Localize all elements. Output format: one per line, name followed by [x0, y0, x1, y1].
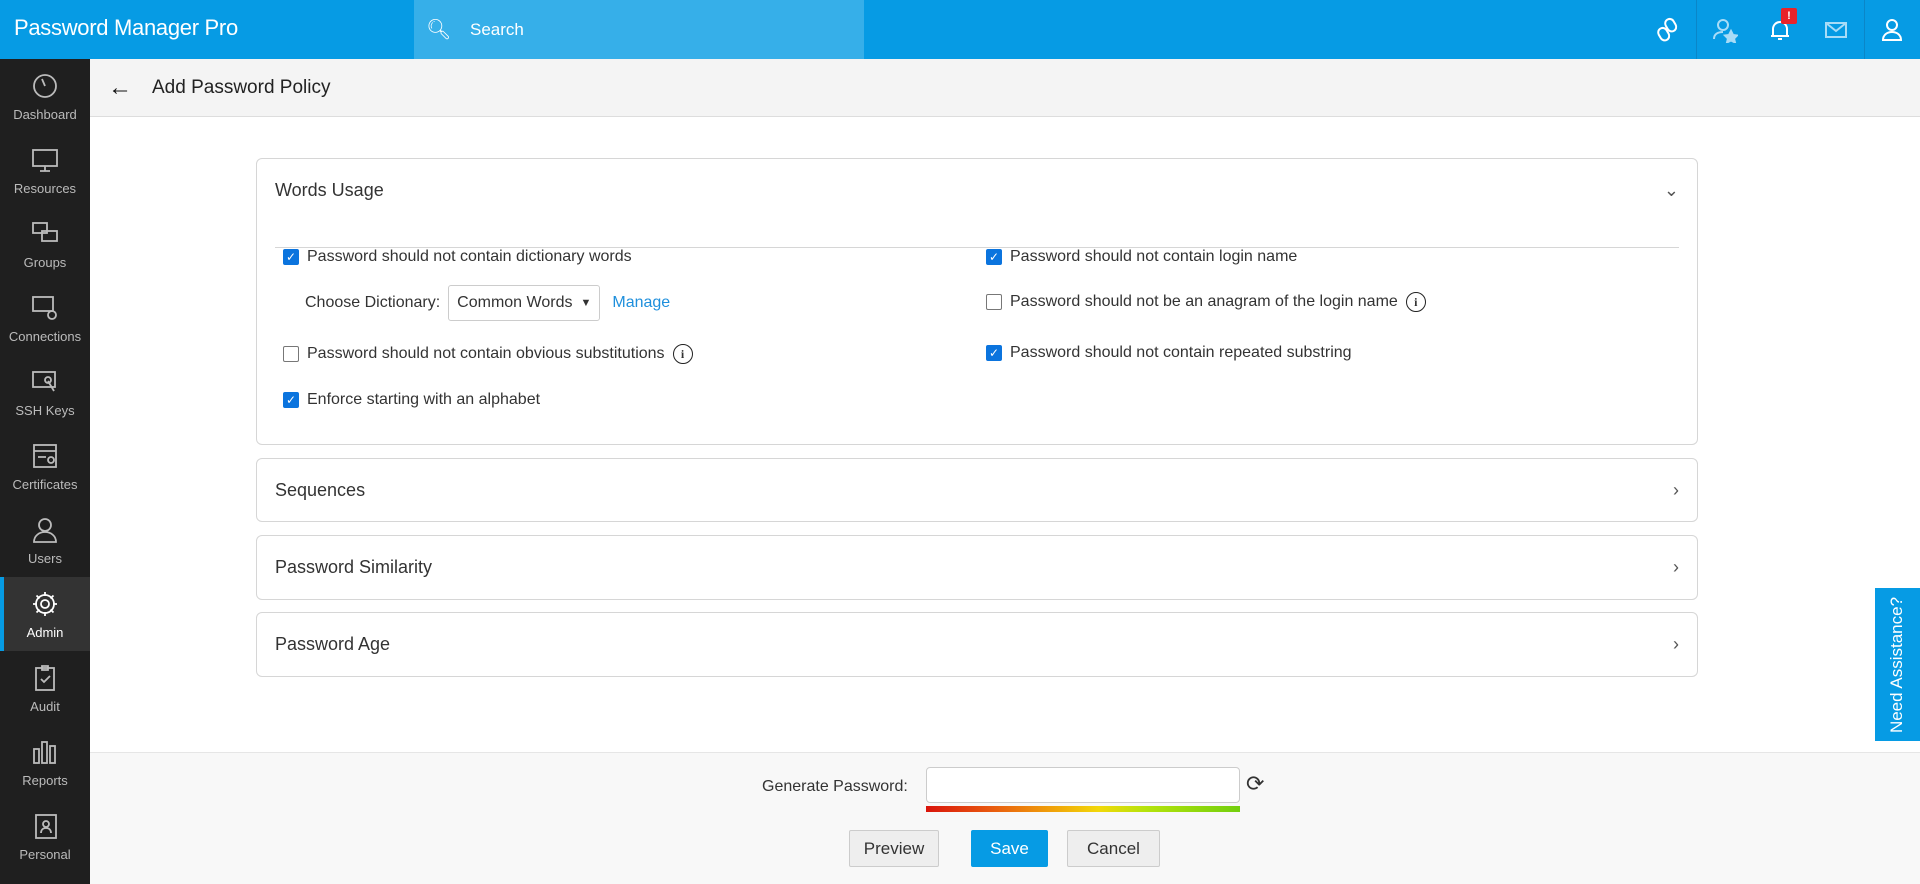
option-label: Enforce starting with an alphabet [307, 391, 541, 408]
sidebar-item-reports[interactable]: Reports [0, 725, 90, 799]
sidebar-item-label: Users [28, 550, 62, 566]
manage-link[interactable]: Manage [612, 294, 671, 311]
option-label: Password should not contain dictionary w… [307, 248, 632, 265]
search-bar[interactable]: 🔍︎ [414, 0, 864, 59]
divider [275, 247, 1679, 248]
password-age-section[interactable]: Password Age › [256, 612, 1698, 677]
section-title: Sequences [275, 479, 366, 500]
user-star-icon[interactable] [1696, 0, 1752, 59]
sidebar-item-label: Groups [23, 254, 67, 270]
sidebar-item-label: Connections [8, 328, 82, 344]
login-name-option[interactable]: ✓ Password should not contain login name [986, 248, 1297, 266]
password-similarity-section[interactable]: Password Similarity › [256, 535, 1698, 600]
dict-words-checkbox[interactable]: ✓ [283, 249, 299, 265]
sidebar-item-personal[interactable]: Personal [0, 799, 90, 873]
repeated-option[interactable]: ✓ Password should not contain repeated su… [986, 344, 1352, 362]
substitutions-option[interactable]: Password should not contain obvious subs… [283, 344, 693, 364]
generate-password-input[interactable] [926, 767, 1240, 803]
sidebar-item-certificates[interactable]: Certificates [0, 429, 90, 503]
sequences-section[interactable]: Sequences › [256, 458, 1698, 522]
info-icon[interactable]: i [1405, 292, 1426, 312]
sidebar-item-label: Audit [30, 698, 60, 714]
contact-icon [35, 813, 57, 839]
sidebar-item-label: SSH Keys [15, 402, 75, 418]
repeated-checkbox[interactable]: ✓ [986, 345, 1002, 361]
chevron-right-icon[interactable]: › [1673, 479, 1679, 500]
choose-dictionary-row: Choose Dictionary: Common Words ▼ Manage [305, 285, 670, 321]
option-label: Password should not contain obvious subs… [307, 345, 665, 362]
sidebar-item-label: Admin [26, 624, 64, 640]
sidebar-item-label: Resources [13, 180, 77, 196]
section-title: Password Age [275, 633, 391, 654]
sidebar-item-admin[interactable]: Admin [0, 577, 90, 651]
anagram-option[interactable]: Password should not be an anagram of the… [986, 292, 1426, 312]
sidebar-item-ssh-keys[interactable]: SSH Keys [0, 355, 90, 429]
option-label: Password should not contain repeated sub… [1010, 344, 1352, 361]
page-title: Add Password Policy [152, 76, 331, 98]
option-label: Password should not contain login name [1010, 248, 1298, 265]
connections-icon [32, 295, 57, 320]
substitutions-checkbox[interactable] [283, 346, 299, 362]
section-title: Password Similarity [275, 556, 433, 577]
alphabet-checkbox[interactable]: ✓ [283, 392, 299, 408]
user-icon [33, 517, 57, 543]
sidebar-item-users[interactable]: Users [0, 503, 90, 577]
dictionary-value: Common Words [457, 294, 573, 311]
mail-icon[interactable] [1808, 0, 1864, 59]
alphabet-option[interactable]: ✓ Enforce starting with an alphabet [283, 391, 540, 409]
generate-password-label: Generate Password: [762, 778, 908, 795]
words-usage-section: Words Usage ⌄ ✓ Password should not contai… [256, 158, 1698, 445]
page-header: ← Add Password Policy [90, 59, 1920, 117]
sidebar: Dashboard Resources Groups Connections SSH K… [0, 59, 90, 884]
cancel-button[interactable]: Cancel [1067, 830, 1160, 867]
user-icon[interactable] [1864, 0, 1920, 59]
dashboard-icon [33, 73, 57, 98]
chevron-down-icon[interactable]: ⌄ [1663, 179, 1679, 200]
bar-chart-icon [33, 740, 56, 764]
need-assistance-tab[interactable]: Need Assistance? [1875, 588, 1920, 741]
monitor-icon [32, 148, 58, 172]
certificate-icon [33, 443, 57, 468]
sidebar-item-label: Reports [22, 772, 68, 788]
sidebar-item-dashboard[interactable]: Dashboard [0, 59, 90, 133]
dictionary-select[interactable]: Common Words ▼ [448, 285, 601, 321]
search-input[interactable] [470, 19, 691, 40]
chevron-right-icon[interactable]: › [1673, 633, 1679, 654]
generate-key-icon[interactable]: ⟳ [1246, 771, 1265, 796]
info-icon[interactable]: i [672, 344, 693, 364]
ssh-key-icon [32, 370, 56, 391]
footer: Generate Password: ⟳ Preview Save Cancel [90, 752, 1920, 884]
assist-label: Need Assistance? [1887, 596, 1907, 733]
chevron-down-icon: ▼ [580, 297, 592, 309]
sidebar-item-label: Dashboard [13, 106, 77, 122]
sidebar-item-label: Personal [19, 846, 71, 862]
login-name-checkbox[interactable]: ✓ [986, 249, 1002, 265]
sidebar-item-audit[interactable]: Audit [0, 651, 90, 725]
sidebar-item-connections[interactable]: Connections [0, 281, 90, 355]
anagram-checkbox[interactable] [986, 294, 1002, 310]
strength-meter [926, 806, 1240, 812]
alert-badge: ! [1781, 8, 1797, 24]
search-icon[interactable]: 🔍︎ [426, 19, 452, 41]
choose-dictionary-label: Choose Dictionary: [305, 294, 441, 311]
words-usage-header[interactable]: Words Usage ⌄ [257, 159, 1697, 221]
sidebar-item-label: Certificates [12, 476, 78, 492]
link-icon[interactable] [1640, 0, 1696, 59]
save-button[interactable]: Save [971, 830, 1048, 867]
bell-icon[interactable]: ! [1752, 0, 1808, 59]
preview-button[interactable]: Preview [849, 830, 939, 867]
app-logo[interactable]: Password Manager Pro [14, 15, 238, 40]
gear-icon [33, 591, 57, 616]
sidebar-item-groups[interactable]: Groups [0, 207, 90, 281]
sidebar-item-resources[interactable]: Resources [0, 133, 90, 207]
clipboard-icon [35, 664, 55, 691]
groups-icon [32, 221, 58, 242]
top-bar: Password Manager Pro 🔍︎ ! [0, 0, 1920, 59]
option-label: Password should not be an anagram of the… [1010, 293, 1398, 310]
back-arrow-icon[interactable]: ← [108, 73, 132, 101]
section-title: Words Usage [275, 179, 384, 200]
chevron-right-icon[interactable]: › [1673, 556, 1679, 577]
dict-words-option[interactable]: ✓ Password should not contain dictionary … [283, 248, 632, 266]
